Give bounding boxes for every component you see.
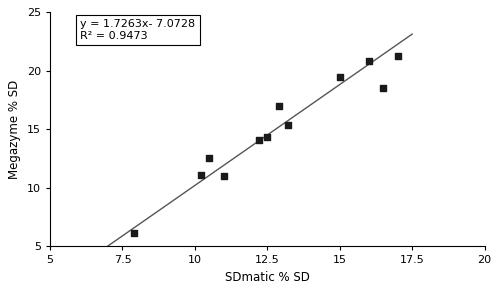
Point xyxy=(284,122,292,127)
Y-axis label: Megazyme % SD: Megazyme % SD xyxy=(8,80,22,179)
Point xyxy=(206,156,214,161)
Point xyxy=(379,86,387,91)
Point xyxy=(254,138,262,142)
Point xyxy=(394,53,402,58)
Point xyxy=(364,59,372,64)
Point xyxy=(130,231,138,236)
Point xyxy=(220,174,228,178)
Point xyxy=(264,135,272,140)
Point xyxy=(336,74,344,79)
Point xyxy=(196,173,204,177)
X-axis label: SDmatic % SD: SDmatic % SD xyxy=(225,271,310,284)
Text: y = 1.7263x- 7.0728
R² = 0.9473: y = 1.7263x- 7.0728 R² = 0.9473 xyxy=(80,19,196,41)
Point xyxy=(275,103,283,108)
